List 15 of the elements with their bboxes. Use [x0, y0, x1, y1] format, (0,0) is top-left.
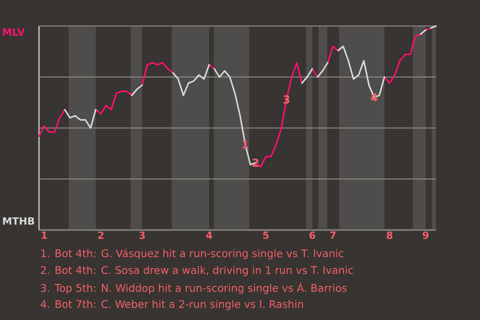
x-tick-label: 3 [139, 232, 145, 240]
x-tick-label: 8 [386, 232, 392, 240]
x-tick-label: 9 [422, 232, 429, 240]
x-tick-label: 6 [309, 232, 316, 240]
text: 2. Bot 4th: C. Sosa drew a walk, driving in 1 run vs T. Ivanic [40, 266, 353, 276]
text: 1. Bot 4th: G. Vásquez hit a run-scoring single vs T. Ivanic [41, 248, 344, 260]
x-tick-label: 1 [42, 232, 47, 239]
x-tick-label: 2 [98, 232, 104, 239]
text: MTHB [3, 217, 34, 225]
x-tick-label: 4 [206, 232, 212, 239]
x-tick-label: 5 [263, 232, 269, 239]
text: 4. Bot 7th: C. Weber hit a 2-run single vs I. Rashin [40, 300, 303, 310]
x-tick-label: 7 [330, 232, 336, 239]
text: 3. Top 5th: N. Widdop hit a run-scoring single vs Á. Barrios [41, 282, 347, 294]
text: MLV [3, 28, 25, 36]
